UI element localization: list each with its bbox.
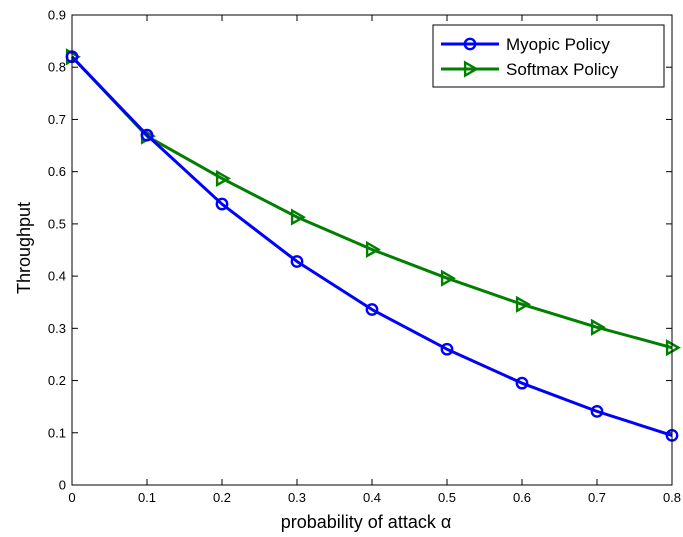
data-point — [515, 295, 531, 313]
data-point — [290, 255, 304, 268]
legend-label-softmax: Softmax Policy — [506, 60, 619, 79]
x-tick-label: 0.7 — [588, 490, 606, 505]
x-tick-label: 0.5 — [438, 490, 456, 505]
data-point — [140, 128, 154, 142]
axes-frame — [71, 14, 673, 486]
series-line — [70, 55, 673, 437]
y-tick-label: 0.3 — [48, 321, 66, 336]
y-tick-label: 0 — [59, 478, 66, 493]
data-point — [215, 169, 231, 188]
series-layer — [65, 48, 681, 442]
data-point — [515, 376, 529, 390]
data-point — [290, 208, 306, 226]
data-point — [665, 339, 681, 357]
data-point — [365, 303, 379, 316]
y-tick-label: 0.2 — [48, 373, 66, 388]
plot-frame — [71, 14, 673, 486]
series-myopic — [65, 50, 679, 442]
data-point — [440, 342, 454, 356]
x-tick-label: 0.4 — [363, 490, 381, 505]
x-tick-label: 0.3 — [288, 490, 306, 505]
y-tick-label: 0.8 — [48, 60, 66, 75]
x-tick-label: 0.1 — [138, 490, 156, 505]
x-axis-label: probability of attack α — [281, 512, 452, 532]
x-tick-label: 0.2 — [213, 490, 231, 505]
data-point — [215, 197, 229, 211]
y-tick-label: 0.4 — [48, 269, 66, 284]
x-tick-label: 0.6 — [513, 490, 531, 505]
series-line — [70, 55, 673, 350]
data-point — [590, 318, 606, 336]
legend-marker — [463, 60, 479, 78]
legend: Myopic Policy Softmax Policy — [432, 24, 665, 88]
legend-marker — [463, 37, 477, 51]
axis-ticks: 0 0.1 0.2 0.3 0.4 0.5 0.6 0.7 0.8 0 0.1 0.2 0.3 0.4 0.… — [48, 8, 681, 506]
legend-box — [432, 24, 665, 88]
legend-entry-softmax — [441, 60, 499, 78]
data-point — [365, 240, 381, 259]
legend-label-myopic: Myopic Policy — [506, 35, 610, 54]
y-tick-label: 0.1 — [48, 425, 66, 440]
data-point — [590, 404, 604, 418]
y-tick-label: 0.9 — [48, 8, 66, 23]
y-tick-label: 0.6 — [48, 164, 66, 179]
y-tick-label: 0.7 — [48, 112, 66, 127]
x-tick-label: 0 — [68, 490, 75, 505]
y-tick-label: 0.5 — [48, 216, 66, 231]
data-point — [440, 269, 456, 287]
y-axis-label: Throughput — [14, 202, 34, 294]
legend-entry-myopic — [441, 37, 499, 51]
x-tick-label: 0.8 — [663, 490, 681, 505]
